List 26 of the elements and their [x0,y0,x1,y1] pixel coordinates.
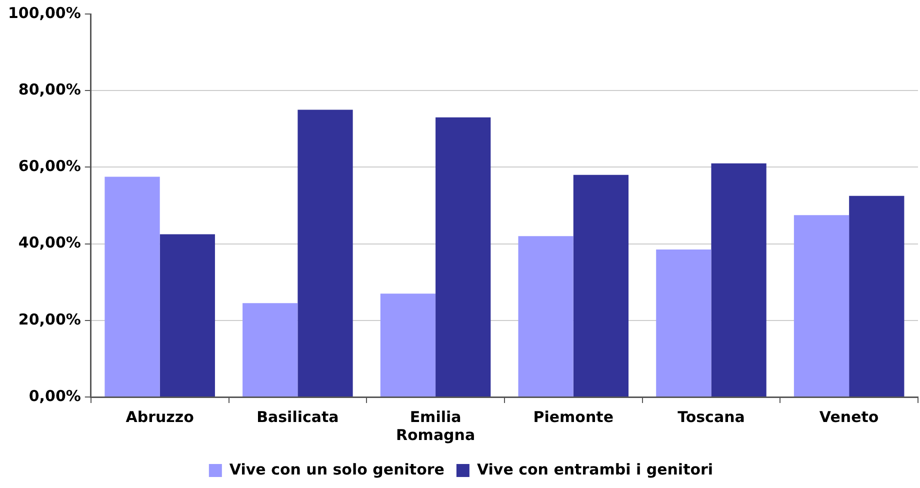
y-tick-label: 60,00% [18,157,81,176]
bar [794,215,850,396]
x-tick-label: Abruzzo [126,408,194,426]
y-tick-label: 100,00% [8,4,81,22]
bar [104,176,160,396]
bar [160,234,215,396]
x-tick-label: Veneto [819,408,879,426]
bar [573,174,629,396]
x-tick-label: Emilia Romagna [396,408,476,444]
bar [380,294,436,396]
y-tick-label: 20,00% [18,310,81,328]
bar [436,117,491,396]
bar [298,110,353,396]
y-tick-label: 80,00% [18,80,81,98]
y-tick-label: 0,00% [28,386,81,405]
bar [242,303,298,396]
bar [656,250,712,396]
legend-label: Vive con un solo genitore [229,460,444,478]
bar [849,196,904,396]
x-tick-label: Basilicata [256,408,339,426]
bar [711,163,766,396]
y-tick-label: 40,00% [18,234,81,252]
legend-label: Vive con entrambi i genitori [476,460,714,478]
x-tick-label: Piemonte [533,408,614,426]
bar [518,236,574,396]
x-tick-label: Toscana [678,408,745,426]
